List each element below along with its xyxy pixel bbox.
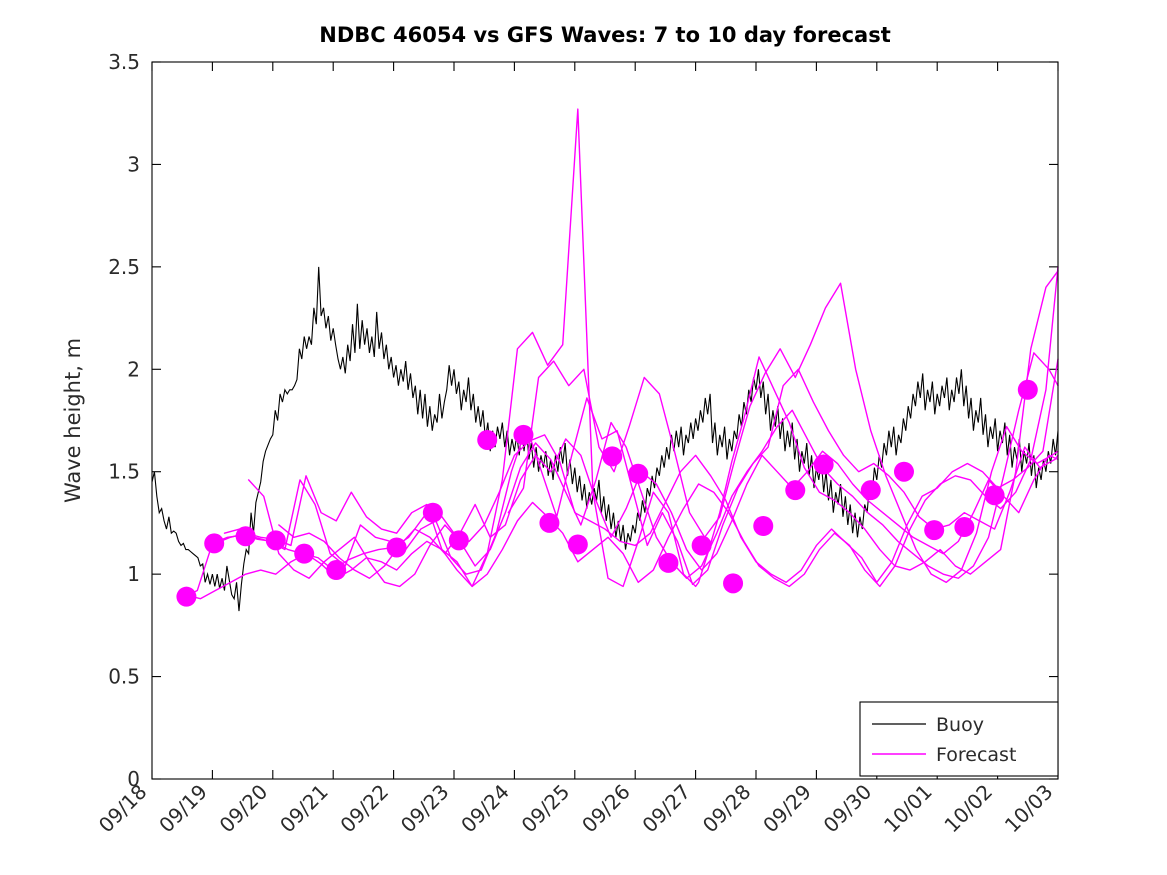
x-tick-label: 09/20 — [215, 780, 273, 838]
forecast-line-3 — [214, 108, 1059, 588]
y-axis-title: Wave height, m — [61, 338, 85, 503]
y-tick-label: 3.5 — [108, 50, 140, 74]
forecast-marker — [602, 446, 623, 467]
buoy-line — [151, 266, 1059, 612]
forecast-marker — [924, 520, 945, 541]
forecast-marker — [235, 526, 256, 547]
chart-title-group: NDBC 46054 vs GFS Waves: 7 to 10 day for… — [319, 23, 890, 47]
forecast-marker — [477, 429, 498, 450]
forecast-marker — [691, 535, 712, 556]
forecast-series-group — [184, 108, 1059, 600]
x-tick-label: 09/26 — [577, 780, 635, 838]
forecast-line-6 — [278, 438, 1059, 579]
y-tick-label: 0.5 — [108, 665, 140, 689]
x-tick-label: 09/23 — [396, 780, 454, 838]
x-tick-label: 10/02 — [939, 780, 997, 838]
legend-label-forecast: Forecast — [936, 744, 1016, 766]
forecast-marker — [265, 530, 286, 551]
x-tick-label: 09/19 — [154, 780, 212, 838]
x-tick-label: 09/25 — [517, 780, 575, 838]
x-tick-label: 09/24 — [456, 780, 514, 838]
plot-frame — [151, 61, 1059, 780]
forecast-line-5 — [247, 352, 1059, 588]
x-tick-label: 09/22 — [335, 780, 393, 838]
forecast-marker — [386, 537, 407, 558]
forecast-marker — [294, 543, 315, 564]
x-tick-label: 09/21 — [275, 780, 333, 838]
forecast-line-7 — [507, 282, 1059, 584]
forecast-marker — [1017, 379, 1038, 400]
y-tick-label: 0 — [127, 767, 140, 791]
forecast-marker — [567, 534, 588, 555]
forecast-marker — [785, 480, 806, 501]
x-tick-label: 09/28 — [698, 780, 756, 838]
chart-title: NDBC 46054 vs GFS Waves: 7 to 10 day for… — [319, 23, 890, 47]
y-tick-label: 3 — [127, 152, 140, 176]
forecast-marker — [723, 573, 744, 594]
forecast-marker — [753, 516, 774, 536]
forecast-marker — [539, 512, 560, 533]
forecast-marker — [984, 485, 1005, 506]
forecast-marker — [513, 424, 534, 445]
forecast-marker — [204, 533, 225, 554]
legend-label-buoy: Buoy — [936, 714, 984, 736]
forecast-marker — [813, 454, 834, 475]
forecast-marker — [422, 502, 443, 523]
y-tick-label: 2 — [127, 357, 140, 381]
y-axis-title-group: Wave height, m — [61, 338, 85, 503]
legend-group: Buoy Forecast — [859, 701, 1059, 777]
buoy-series-group — [151, 266, 1059, 612]
x-tick-label: 09/29 — [758, 780, 816, 838]
plot-frame-group — [151, 61, 1059, 780]
forecast-marker — [893, 461, 914, 482]
legend-box — [859, 701, 1059, 777]
forecast-marker — [326, 560, 347, 581]
x-tick-label: 09/27 — [637, 780, 695, 838]
forecast-marker — [860, 480, 881, 501]
y-tick-label: 2.5 — [108, 255, 140, 279]
x-tick-label: 09/30 — [819, 780, 877, 838]
forecast-marker — [176, 586, 197, 607]
forecast-marker — [954, 517, 975, 538]
x-tick-label: 10/03 — [1000, 780, 1058, 838]
forecast-marker — [448, 530, 469, 551]
forecast-marker — [628, 463, 649, 484]
y-tick-label: 1.5 — [108, 460, 140, 484]
x-tick-label: 10/01 — [879, 780, 937, 838]
forecast-marker-group — [176, 379, 1038, 607]
forecast-marker — [658, 552, 679, 573]
y-axis-ticks-group: 0 0.5 1 1.5 2 2.5 3 3.5 — [108, 50, 1058, 791]
y-tick-label: 1 — [127, 562, 140, 586]
x-tick-label: 09/18 — [94, 780, 152, 838]
